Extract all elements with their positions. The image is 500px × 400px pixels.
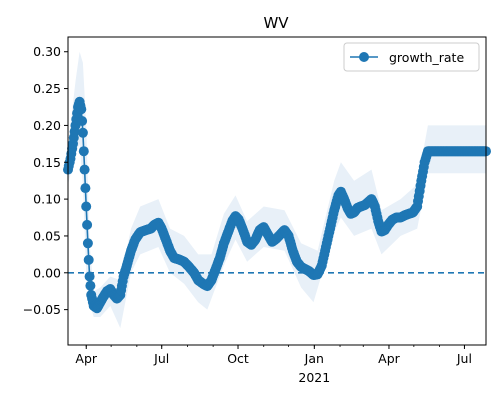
y-axis: −0.05 0.00 0.05 0.10 0.15 0.20 0.25 0.30 bbox=[23, 44, 68, 317]
y-tick-label: 0.15 bbox=[33, 155, 61, 170]
y-tick-label: −0.05 bbox=[23, 302, 61, 317]
series-markers bbox=[63, 96, 491, 314]
x-axis: Apr Jul Oct Jan 2021 Apr Jul bbox=[75, 345, 472, 385]
y-tick-label: 0.05 bbox=[33, 228, 61, 243]
axes-frame bbox=[67, 36, 487, 346]
legend-box bbox=[343, 42, 480, 72]
x-year-label: 2021 bbox=[298, 370, 330, 385]
data-point bbox=[84, 271, 95, 282]
data-point bbox=[77, 127, 88, 138]
y-tick-label: 0.25 bbox=[33, 81, 61, 96]
x-tick-label: Jan bbox=[304, 351, 324, 366]
data-point bbox=[82, 238, 93, 249]
data-point bbox=[76, 104, 87, 115]
data-point bbox=[79, 164, 90, 175]
x-tick-label: Jul bbox=[456, 351, 472, 366]
data-point bbox=[77, 116, 88, 126]
data-point bbox=[78, 146, 89, 157]
data-point bbox=[82, 219, 93, 230]
data-point bbox=[81, 201, 92, 212]
legend: growth_rate bbox=[343, 42, 480, 72]
y-tick-label: 0.30 bbox=[33, 44, 61, 59]
data-point bbox=[80, 183, 91, 194]
chart-title: WV bbox=[263, 14, 289, 32]
series-line-growth-rate bbox=[67, 98, 486, 310]
x-tick-label: Apr bbox=[378, 351, 400, 366]
legend-marker bbox=[359, 52, 369, 62]
plot-area bbox=[63, 51, 491, 329]
x-tick-label: Apr bbox=[75, 351, 97, 366]
y-tick-label: 0.00 bbox=[33, 265, 61, 280]
x-tick-label: Oct bbox=[227, 351, 249, 366]
data-point bbox=[85, 280, 96, 291]
data-point bbox=[83, 254, 94, 265]
x-tick-label: Jul bbox=[153, 351, 169, 366]
legend-label: growth_rate bbox=[389, 50, 464, 65]
y-tick-label: 0.10 bbox=[33, 192, 61, 207]
y-tick-label: 0.20 bbox=[33, 118, 61, 133]
